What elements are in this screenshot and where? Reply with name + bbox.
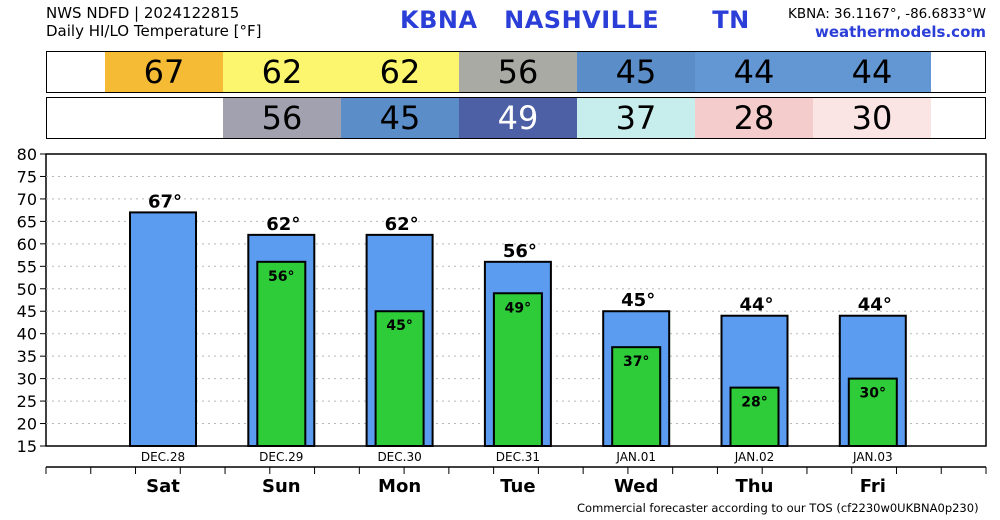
high-temp-cell-2: 62	[341, 52, 459, 92]
y-tick-label: 45	[17, 302, 37, 321]
header-left: NWS NDFD | 2024122815 Daily HI/LO Temper…	[46, 4, 262, 40]
low-bar-label: 30°	[860, 386, 886, 402]
y-tick-label: 35	[17, 347, 37, 366]
product-label: Daily HI/LO Temperature [°F]	[46, 22, 262, 40]
y-tick-label: 70	[17, 190, 37, 209]
day-label: Fri	[860, 476, 886, 497]
station-coords: KBNA: 36.1167°, -86.6833°W	[787, 6, 986, 22]
high-temp-cell-1: 62	[223, 52, 341, 92]
high-bar-label: 56°	[503, 241, 537, 262]
low-bar	[729, 386, 780, 448]
low-temp-cell-5: 28	[695, 98, 813, 138]
low-temp-strip: 56 45 49 37 28 30	[46, 97, 986, 139]
high-temp-cell-5: 44	[695, 52, 813, 92]
low-bar-label: 28°	[741, 395, 767, 411]
high-bar-label: 44°	[739, 295, 773, 316]
date-label: JAN.01	[615, 450, 656, 464]
footer-note: Commercial forecaster according to our T…	[577, 501, 979, 515]
y-tick-label: 30	[17, 370, 37, 389]
low-bar	[492, 292, 543, 447]
date-label: JAN.02	[734, 450, 775, 464]
high-bar-label: 44°	[858, 295, 892, 316]
high-bar-label: 62°	[385, 214, 419, 235]
date-label: JAN.03	[852, 450, 893, 464]
low-temp-cell-3: 49	[459, 98, 577, 138]
model-run-label: NWS NDFD | 2024122815	[46, 4, 240, 22]
day-label: Wed	[614, 476, 658, 497]
low-bar	[847, 377, 898, 447]
high-temp-cell-4: 45	[577, 52, 695, 92]
day-label: Mon	[378, 476, 421, 497]
date-label: DEC.30	[377, 450, 421, 464]
low-bar-label: 49°	[505, 300, 531, 316]
y-tick-label: 40	[17, 325, 37, 344]
y-tick-label: 20	[17, 415, 37, 434]
day-label: Sun	[262, 476, 301, 497]
y-tick-label: 60	[17, 235, 37, 254]
low-bar	[256, 260, 307, 448]
y-tick-label: 25	[17, 392, 37, 411]
y-tick-label: 65	[17, 212, 37, 231]
date-label: DEC.29	[259, 450, 303, 464]
high-temp-cell-3: 56	[459, 52, 577, 92]
day-label: Thu	[736, 476, 774, 497]
high-bar-label: 45°	[621, 290, 655, 311]
low-bar-label: 45°	[386, 318, 412, 334]
temperature-chart: 15 20 25 30 35 40 45 50 55 60 65 70 75 80 67° DEC.28 Sat…	[17, 145, 987, 497]
y-tick-label: 55	[17, 257, 37, 276]
low-bar-label: 37°	[623, 354, 649, 370]
high-bar-label: 67°	[148, 191, 182, 212]
date-label: DEC.31	[496, 450, 540, 464]
high-bar	[129, 211, 197, 447]
low-temp-cell-4: 37	[577, 98, 695, 138]
header-right: KBNA: 36.1167°, -86.6833°W weathermodels…	[788, 5, 986, 41]
y-tick-label: 50	[17, 280, 37, 299]
low-temp-cell-1: 56	[223, 98, 341, 138]
y-tick-label: 75	[17, 167, 37, 186]
y-tick-label: 15	[17, 437, 37, 456]
low-temp-cell-0	[105, 98, 223, 138]
high-temp-cell-6: 44	[813, 52, 931, 92]
day-label: Sat	[146, 476, 180, 497]
low-bar-label: 56°	[268, 269, 294, 285]
low-bar	[374, 310, 425, 447]
low-temp-cell-6: 30	[813, 98, 931, 138]
high-temp-cell-0: 67	[105, 52, 223, 92]
high-bar-label: 62°	[266, 214, 300, 235]
site-link[interactable]: weathermodels.com	[814, 23, 986, 41]
day-label: Tue	[500, 476, 535, 497]
low-bar	[611, 346, 662, 447]
high-temp-strip: 67 62 62 56 45 44 44	[46, 51, 986, 93]
low-temp-cell-2: 45	[341, 98, 459, 138]
date-label: DEC.28	[141, 450, 185, 464]
y-tick-label: 80	[17, 145, 37, 164]
